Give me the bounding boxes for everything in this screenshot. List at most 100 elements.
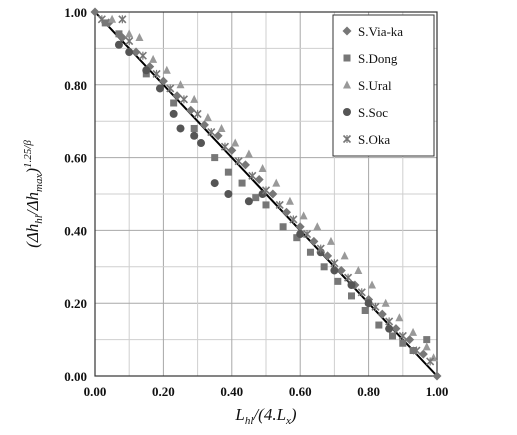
y-tick-label: 0.80: [64, 78, 87, 93]
data-point-s-oka: [398, 331, 407, 341]
data-point-s-dong: [262, 201, 270, 209]
data-point-s-ural: [125, 29, 134, 38]
data-point-s-via-ka: [309, 236, 319, 246]
data-point-s-via-ka: [254, 174, 264, 184]
data-point-s-via-ka: [90, 7, 100, 17]
data-point-s-oka: [412, 346, 421, 355]
data-point-s-soc: [244, 197, 253, 206]
data-point-s-ural: [368, 280, 377, 289]
data-point-s-via-ka: [282, 207, 292, 217]
data-point-s-oka: [234, 157, 243, 166]
data-point-s-dong: [423, 336, 431, 344]
data-point-s-ural: [190, 94, 199, 103]
data-point-s-ural: [381, 298, 390, 307]
data-point-s-oka: [261, 186, 271, 195]
y-tick-label: 1.00: [64, 5, 87, 20]
x-tick-label: 1.00: [426, 384, 449, 399]
y-tick-labels: 0.00 0.20 0.40 0.60 0.80 1.00: [64, 5, 87, 384]
data-point-s-dong: [101, 19, 109, 27]
data-point-s-via-ka: [336, 265, 346, 275]
x-tick-label: 0.80: [357, 384, 380, 399]
data-point-s-via-ka: [323, 251, 333, 261]
data-point-s-via-ka: [213, 131, 223, 141]
data-point-s-dong: [361, 306, 369, 314]
legend-marker-s-ural: [343, 80, 351, 89]
data-point-s-soc: [296, 230, 305, 239]
data-point-s-oka: [97, 15, 106, 24]
legend-marker-s-soc: [343, 108, 351, 116]
data-point-s-ural: [354, 265, 363, 274]
data-point-s-dong: [211, 154, 219, 162]
x-tick-label: 0.40: [220, 384, 243, 399]
data-point-s-soc: [330, 266, 339, 275]
data-point-s-oka: [152, 69, 161, 78]
data-point-s-via-ka: [172, 91, 182, 101]
y-tick-label: 0.20: [64, 296, 87, 311]
data-point-s-soc: [142, 66, 151, 75]
data-point-s-dong: [238, 179, 246, 187]
y-tick-label: 0.40: [64, 223, 87, 238]
legend-box: [332, 14, 435, 157]
data-point-s-via-ka: [131, 47, 141, 57]
data-point-s-ural: [258, 164, 267, 173]
legend-label-s-ural: S.Ural: [358, 78, 392, 93]
data-point-s-oka: [426, 357, 435, 366]
data-point-s-ural: [326, 236, 335, 245]
data-point-s-soc: [385, 324, 394, 333]
data-point-s-dong: [190, 124, 198, 132]
data-point-s-ural: [135, 32, 144, 41]
data-point-s-soc: [169, 109, 178, 118]
data-point-s-oka: [385, 317, 394, 326]
data-point-s-oka: [275, 200, 284, 209]
data-point-s-oka: [166, 84, 175, 93]
data-point-s-oka: [207, 128, 216, 137]
data-point-s-via-ka: [240, 160, 250, 170]
data-point-s-dong: [115, 30, 123, 38]
data-point-s-dong: [252, 194, 260, 202]
data-point-s-via-ka: [158, 76, 168, 86]
data-point-s-ural: [108, 14, 117, 23]
data-point-s-via-ka: [418, 349, 428, 359]
data-point-s-soc: [114, 40, 123, 49]
data-point-s-via-ka: [432, 371, 442, 381]
data-point-s-ural: [162, 65, 171, 74]
data-points: [90, 7, 442, 381]
data-point-s-via-ka: [405, 335, 415, 345]
data-point-s-dong: [348, 292, 355, 300]
data-point-s-dong: [224, 168, 232, 176]
legend-label-s-via-ka: S.Via-ka: [358, 24, 403, 39]
data-point-s-oka: [248, 171, 257, 180]
data-point-s-oka: [193, 109, 202, 118]
data-point-s-dong: [409, 347, 417, 355]
data-point-s-via-ka: [391, 324, 401, 334]
data-point-s-dong: [375, 321, 383, 329]
data-point-s-ural: [203, 113, 212, 122]
data-point-s-oka: [220, 142, 230, 151]
data-point-s-via-ka: [186, 105, 196, 115]
data-point-s-soc: [190, 131, 199, 140]
data-point-s-soc: [347, 281, 356, 289]
data-point-s-oka: [179, 95, 188, 104]
data-point-s-dong: [306, 248, 314, 256]
data-point-s-oka: [316, 244, 325, 253]
data-point-s-ural: [285, 196, 294, 205]
data-point-s-ural: [340, 251, 349, 260]
data-point-s-oka: [330, 259, 339, 268]
data-point-s-soc: [176, 124, 185, 133]
x-tick-label: 0.60: [289, 384, 312, 399]
data-point-s-dong: [293, 234, 301, 242]
data-point-s-soc: [155, 84, 164, 93]
data-point-s-oka: [125, 37, 134, 46]
legend: S.Via-ka S.Dong S.Ural S.Soc S.Oka: [332, 14, 435, 157]
data-point-s-oka: [289, 215, 298, 224]
data-point-s-via-ka: [377, 309, 387, 319]
data-point-s-soc: [210, 179, 219, 188]
data-point-s-via-ka: [268, 189, 278, 199]
data-point-s-oka: [357, 288, 366, 297]
legend-marker-s-via-ka: [342, 26, 352, 36]
data-point-s-dong: [399, 339, 407, 347]
data-point-s-via-ka: [295, 222, 305, 232]
legend-marker-s-dong: [343, 54, 351, 62]
x-tick-labels: 0.00 0.20 0.40 0.60 0.80 1.00: [84, 384, 449, 399]
